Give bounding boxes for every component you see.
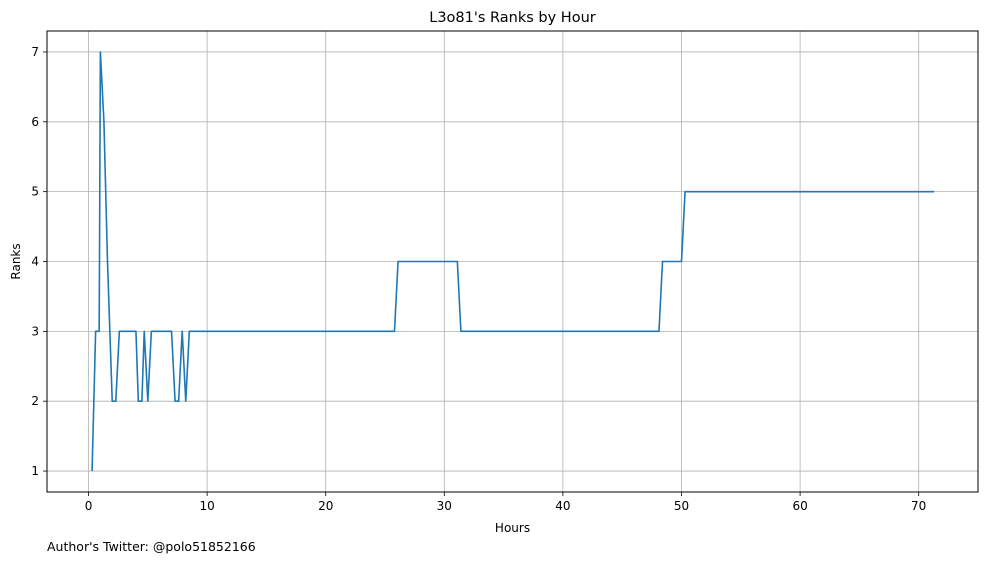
x-tick-label: 0 — [85, 499, 93, 513]
x-tick-label: 70 — [911, 499, 926, 513]
x-axis-label: Hours — [495, 521, 530, 535]
x-tick-label: 20 — [318, 499, 333, 513]
y-tick-label: 4 — [31, 255, 39, 269]
series-layer — [91, 51, 935, 472]
x-tick-label: 10 — [199, 499, 214, 513]
y-tick-label: 1 — [31, 464, 39, 478]
chart-title: L3o81's Ranks by Hour — [429, 10, 596, 26]
grid-lines — [47, 31, 978, 492]
y-tick-label: 3 — [31, 324, 39, 338]
x-axis-ticks: 0 10 20 30 40 50 60 70 — [85, 492, 926, 513]
y-tick-label: 7 — [31, 45, 39, 59]
author-credit: Author's Twitter: @polo51852166 — [47, 539, 256, 554]
y-tick-label: 5 — [31, 185, 39, 199]
x-tick-label: 50 — [674, 499, 689, 513]
x-tick-label: 40 — [555, 499, 570, 513]
y-axis-label: Ranks — [9, 243, 23, 279]
y-axis-ticks: 1 2 3 4 5 6 7 — [31, 45, 47, 478]
x-tick-label: 60 — [792, 499, 807, 513]
x-tick-label: 30 — [437, 499, 452, 513]
series-line — [91, 51, 935, 472]
y-tick-label: 2 — [31, 394, 39, 408]
y-tick-label: 6 — [31, 115, 39, 129]
